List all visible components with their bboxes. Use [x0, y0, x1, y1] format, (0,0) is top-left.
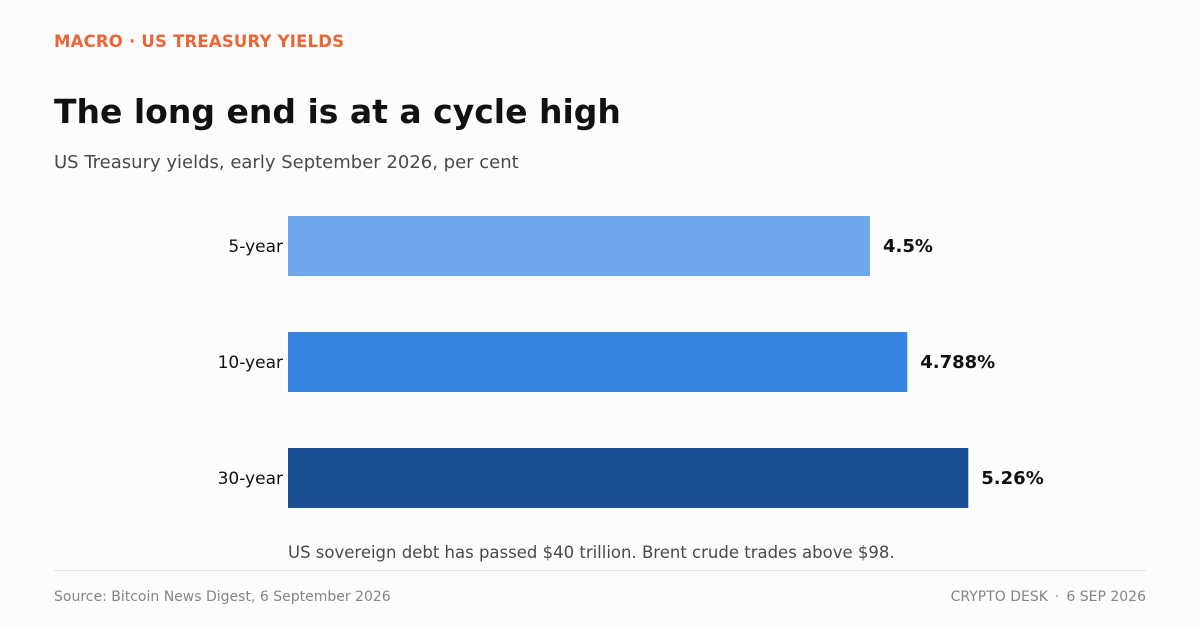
category-label-10-year: 10-year — [218, 353, 283, 373]
value-label-5-year: 4.5% — [883, 236, 933, 257]
footer-divider — [54, 570, 1146, 571]
category-label-30-year: 30-year — [218, 469, 283, 489]
category-label-5-year: 5-year — [228, 237, 283, 257]
bar-5-year — [288, 216, 870, 276]
bar-30-year — [288, 448, 969, 508]
footer-separator: · — [1054, 589, 1060, 605]
section-kicker: MACRO · US TREASURY YIELDS — [54, 32, 345, 51]
chart-subtitle: US Treasury yields, early September 2026… — [54, 152, 519, 173]
footer-credit: CRYPTO DESK · 6 SEP 2026 — [951, 589, 1146, 605]
bar-10-year — [288, 332, 908, 392]
chart-title: The long end is at a cycle high — [54, 92, 621, 131]
chart-annotation: US sovereign debt has passed $40 trillio… — [288, 543, 895, 562]
value-label-10-year: 4.788% — [920, 352, 995, 373]
brand-name: CRYPTO DESK — [950, 589, 1048, 605]
value-label-30-year: 5.26% — [981, 468, 1043, 489]
footer-date: 6 SEP 2026 — [1066, 589, 1146, 605]
source-note: Source: Bitcoin News Digest, 6 September… — [54, 589, 391, 605]
